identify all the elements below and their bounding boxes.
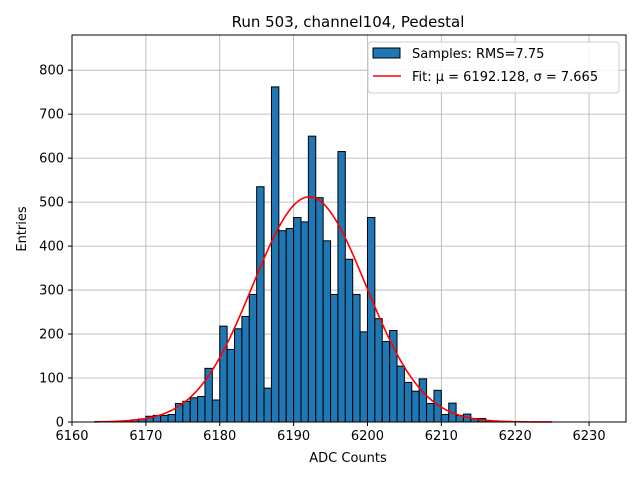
legend-label-fit: Fit: μ = 6192.128, σ = 7.665 [412, 70, 598, 85]
histogram-bar [352, 293, 361, 423]
histogram-bar [337, 151, 346, 423]
x-tick-label: 6220 [499, 429, 532, 444]
fit-curve-group [94, 196, 553, 423]
histogram-bar [189, 397, 199, 423]
histogram-bar [234, 328, 243, 423]
histogram-bar [418, 378, 428, 423]
histogram-bar [278, 230, 287, 423]
y-tick-label: 400 [39, 240, 64, 255]
histogram-bar [285, 228, 295, 423]
histogram-bar [211, 399, 221, 423]
legend-frame [367, 41, 620, 94]
y-tick-label: 800 [39, 64, 64, 79]
histogram-bar [182, 400, 191, 423]
histogram-bar [226, 348, 236, 423]
legend-label-samples: Samples: RMS=7.75 [412, 47, 544, 62]
histogram-bar [396, 365, 405, 423]
x-tick-label: 6210 [425, 429, 458, 444]
histogram-bar [322, 240, 332, 423]
y-tick-label: 200 [39, 328, 64, 343]
histogram-bar [315, 197, 324, 423]
histogram-bar [359, 331, 368, 423]
y-tick-label: 300 [39, 284, 64, 299]
histogram-bar [366, 217, 376, 423]
histogram-bar [167, 414, 176, 423]
histogram-bar [411, 390, 420, 423]
x-tick-label: 6170 [129, 429, 162, 444]
histogram-bars [123, 86, 501, 423]
y-axis-ticks: 0 100 200 300 400 500 600 700 800 [39, 64, 72, 431]
histogram-bar [426, 403, 435, 423]
histogram-bar [241, 315, 250, 423]
x-axis-ticks: 6160 6170 6180 6190 6200 6210 6220 6230 [55, 422, 606, 444]
histogram-bar [293, 217, 302, 423]
chart-title: Run 503, channel104, Pedestal [232, 13, 465, 31]
legend: Samples: RMS=7.75 Fit: μ = 6192.128, σ =… [367, 41, 620, 94]
histogram-bar [374, 318, 383, 423]
fit-curve [94, 196, 553, 423]
x-axis-label: ADC Counts [309, 451, 387, 466]
histogram-bar [219, 325, 228, 423]
x-tick-label: 6200 [351, 429, 384, 444]
histogram-bar [160, 414, 169, 423]
histogram-bar [440, 414, 450, 423]
histogram-bar [403, 381, 413, 423]
y-tick-label: 500 [39, 196, 64, 211]
histogram-bar [389, 330, 398, 423]
legend-swatch-samples [372, 47, 401, 59]
histogram-bar [270, 86, 280, 423]
histogram-bar [381, 341, 391, 423]
plot-frame [71, 34, 627, 423]
x-tick-label: 6190 [277, 429, 310, 444]
histogram-bar [197, 395, 206, 423]
y-tick-label: 0 [56, 416, 64, 431]
histogram-bar [248, 293, 258, 423]
y-tick-label: 700 [39, 108, 64, 123]
x-tick-label: 6160 [55, 429, 88, 444]
histogram-bar [263, 387, 272, 423]
histogram-bar [330, 293, 339, 423]
y-tick-label: 100 [39, 372, 64, 387]
x-tick-label: 6180 [203, 429, 236, 444]
histogram-bar [300, 221, 309, 423]
histogram-bar [344, 258, 354, 423]
x-tick-label: 6230 [573, 429, 606, 444]
histogram-bar [307, 135, 317, 423]
histogram-bar [256, 186, 265, 423]
y-axis-label: Entries [15, 206, 30, 252]
y-tick-label: 600 [39, 152, 64, 167]
